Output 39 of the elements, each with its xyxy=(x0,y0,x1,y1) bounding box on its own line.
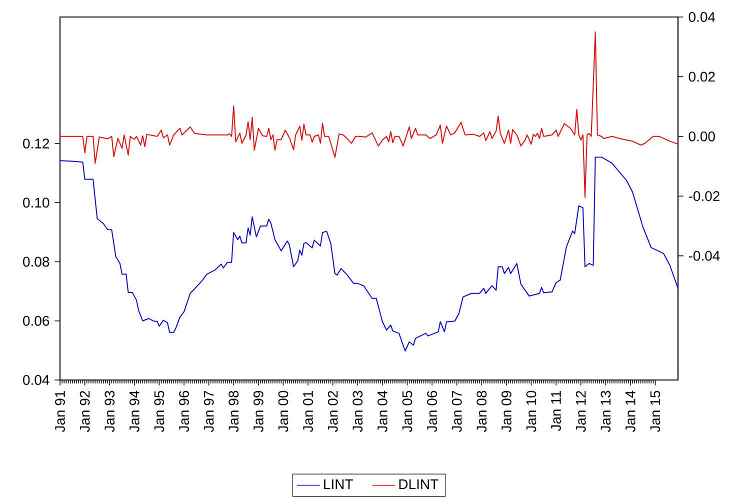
line-series xyxy=(60,156,678,352)
y2-tick-label: 0.04 xyxy=(688,12,716,22)
x-tick-label: Jan 13 xyxy=(600,390,611,432)
y2-tick-label: 0.00 xyxy=(688,131,715,142)
y-tick-label: 0.10 xyxy=(23,198,50,208)
y-tick-label: 0.08 xyxy=(23,256,50,267)
x-tick-label: Jan 15 xyxy=(650,390,660,432)
x-tick-label: Jan 96 xyxy=(179,390,189,432)
x-tick-label: Jan 02 xyxy=(328,390,338,432)
line-series xyxy=(60,31,678,198)
x-tick-label: Jan 91 xyxy=(55,390,65,432)
x-tick-label: Jan 12 xyxy=(576,390,586,432)
x-tick-label: Jan 97 xyxy=(204,390,214,432)
y2-tick-label: -0.02 xyxy=(688,191,720,202)
y2-tick-label: 0.02 xyxy=(688,72,715,82)
x-tick-label: Jan 95 xyxy=(154,390,164,432)
x-tick-label: Jan 05 xyxy=(402,390,412,432)
y2-tick-label: -0.04 xyxy=(688,250,720,261)
x-tick-label: Jan 06 xyxy=(427,390,438,432)
x-tick-label: Jan 09 xyxy=(502,390,512,432)
x-tick-label: Jan 94 xyxy=(129,390,140,432)
x-tick-label: Jan 10 xyxy=(526,390,536,432)
x-tick-label: Jan 03 xyxy=(352,390,363,432)
x-tick-label: Jan 93 xyxy=(104,390,115,432)
y-tick-label: 0.06 xyxy=(23,316,50,326)
legend-label: LINT xyxy=(324,479,353,490)
x-tick-label: Jan 14 xyxy=(626,390,636,432)
x-tick-label: Jan 07 xyxy=(452,390,462,432)
y-tick-label: 0.04 xyxy=(23,375,50,385)
legend-label: DLINT xyxy=(399,479,438,490)
x-tick-label: Jan 00 xyxy=(278,390,288,432)
x-tick-label: Jan 01 xyxy=(303,390,313,432)
x-tick-label: Jan 98 xyxy=(228,390,239,432)
y-tick-label: 0.12 xyxy=(23,138,50,148)
x-tick-label: Jan 04 xyxy=(377,390,388,432)
x-tick-label: Jan 08 xyxy=(476,390,487,432)
x-tick-label: Jan 99 xyxy=(253,390,264,432)
x-tick-label: Jan 92 xyxy=(80,390,90,432)
x-tick-label: Jan 11 xyxy=(551,390,561,432)
